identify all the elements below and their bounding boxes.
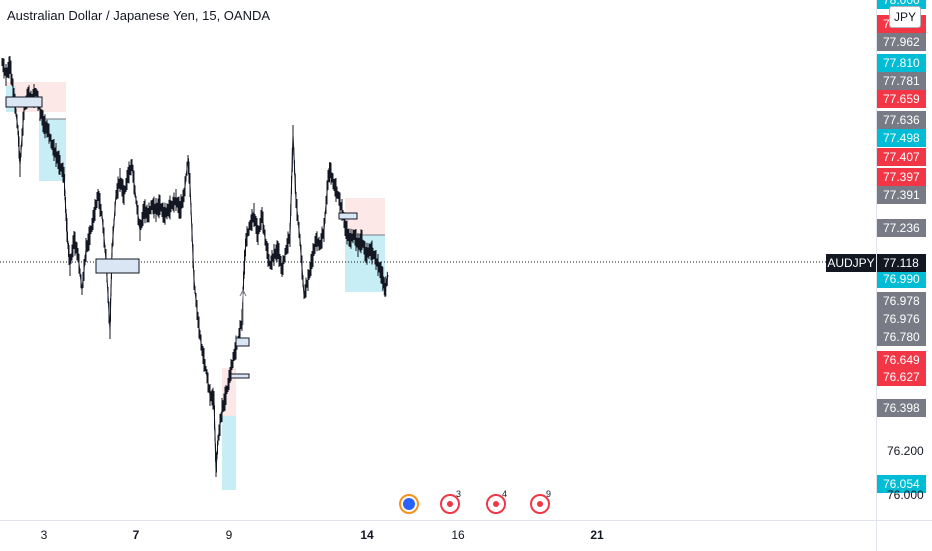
chart-title: Australian Dollar / Japanese Yen, 15, OA… [7, 8, 271, 23]
time-label: 3 [40, 528, 48, 542]
price-chart[interactable] [0, 0, 876, 520]
price-label: 76.649 [877, 351, 926, 369]
currency-button[interactable]: JPY [889, 6, 921, 28]
axis-corner[interactable] [876, 520, 932, 551]
price-trace [1, 61, 389, 471]
price-label: 77.636 [877, 111, 926, 129]
drawn-rectangle [230, 373, 250, 379]
price-label: 77.810 [877, 54, 926, 72]
news-event-icon[interactable]: 9 [528, 489, 554, 516]
current-price-label: 77.118 [877, 254, 926, 272]
drawn-rectangle [235, 337, 250, 347]
price-label: 76.780 [877, 328, 926, 346]
time-label: 16 [451, 528, 465, 542]
time-label: 21 [590, 528, 604, 542]
price-label: 76.054 [877, 475, 926, 493]
price-label: 77.962 [877, 33, 926, 51]
event-count: 4 [502, 489, 508, 499]
symbol-tag: AUDJPY [826, 254, 876, 272]
earnings-event-icon[interactable]: 3 [438, 489, 464, 516]
time-axis[interactable] [0, 520, 876, 551]
arrow-head [239, 288, 247, 297]
time-label: 7 [132, 528, 140, 542]
position-zone-reward [222, 416, 236, 490]
price-label: 76.398 [877, 399, 926, 417]
event-count: 3 [456, 489, 462, 499]
price-label: 76.976 [877, 310, 926, 328]
candle-series [1, 56, 389, 477]
drawn-rectangle [338, 212, 358, 220]
event-count: 9 [546, 489, 552, 499]
price-label: 77.659 [877, 90, 926, 108]
chart-area[interactable]: Australian Dollar / Japanese Yen, 15, OA… [0, 0, 876, 520]
price-label: 77.781 [877, 72, 926, 90]
price-label: 76.990 [877, 270, 926, 288]
time-label: 14 [360, 528, 374, 542]
price-label: 76.000 [887, 488, 924, 502]
price-label: 77.397 [877, 168, 926, 186]
drawn-rectangle [5, 96, 43, 108]
drawn-rectangle [95, 258, 140, 274]
price-label: 77.407 [877, 148, 926, 166]
price-label: 76.627 [877, 368, 926, 386]
price-label-top-clipped: 78.000 [877, 0, 926, 9]
price-label: 77.236 [877, 219, 926, 237]
price-label: 76.978 [877, 292, 926, 310]
price-label: 77.498 [877, 129, 926, 147]
news-event-icon[interactable]: 4 [484, 489, 510, 516]
price-label: 77.391 [877, 186, 926, 204]
time-label: 9 [225, 528, 233, 542]
price-label: 76.200 [887, 444, 924, 458]
globe-event-icon[interactable] [397, 490, 423, 516]
